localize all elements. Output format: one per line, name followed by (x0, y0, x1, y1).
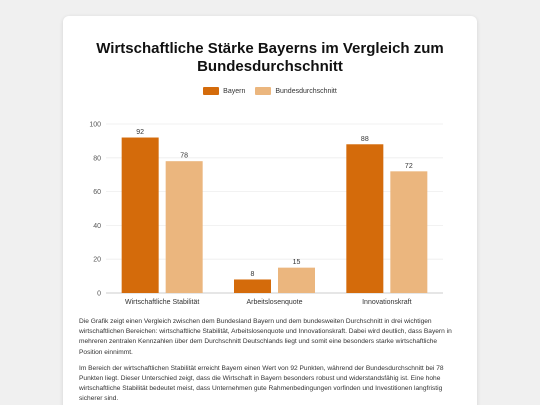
x-axis: Wirtschaftliche Stabilität Arbeitslosenqu… (125, 299, 412, 306)
legend-swatch-bundesdurchschnitt (255, 87, 272, 95)
bars: 92 78 8 15 88 72 (121, 129, 428, 293)
legend-item-bundesdurchschnitt[interactable]: Bundesdurchschnitt (255, 87, 337, 95)
chart-card: Wirtschaftliche Stärke Bayerns im Vergle… (63, 16, 477, 405)
y-tick-label: 80 (93, 155, 101, 162)
y-tick-label: 40 (93, 223, 101, 230)
description-paragraph-2: Im Bereich der wirtschaftlichen Stabilit… (79, 364, 444, 403)
bar-bayern (346, 144, 384, 293)
grid-lines (106, 123, 443, 294)
bar-bayern (234, 279, 271, 293)
legend-label-bundesdurchschnitt: Bundesdurchschnitt (275, 87, 337, 95)
x-tick-label: Innovationskraft (362, 299, 411, 306)
description-text: Die Grafik zeigt einen Vergleich zwische… (79, 317, 461, 405)
data-label: 8 (251, 271, 255, 278)
bar-bayern (121, 137, 159, 293)
y-axis: 0 20 40 60 80 100 (89, 122, 101, 298)
data-label: 15 (293, 259, 301, 266)
x-tick-label: Wirtschaftliche Stabilität (125, 299, 199, 306)
y-tick-label: 0 (97, 291, 101, 298)
bar-bundesdurchschnitt (278, 267, 315, 293)
description-paragraph-1: Die Grafik zeigt einen Vergleich zwische… (79, 318, 452, 356)
y-tick-label: 100 (89, 122, 101, 129)
legend-label-bayern: Bayern (223, 87, 246, 95)
y-tick-label: 20 (93, 257, 101, 264)
data-label: 72 (405, 163, 413, 170)
chart-title: Wirtschaftliche Stärke Bayerns im Vergle… (96, 40, 444, 75)
legend-swatch-bayern (203, 87, 220, 95)
chart-legend: Bayern Bundesdurchschnitt (63, 87, 477, 95)
x-tick-label: Arbeitslosenquote (246, 299, 302, 306)
data-label: 88 (361, 136, 369, 143)
bar-chart: 0 20 40 60 80 100 92 78 8 15 88 72 Wirtschaftliche… (89, 122, 443, 306)
y-tick-label: 60 (93, 189, 101, 196)
data-label: 78 (180, 153, 188, 160)
bar-bundesdurchschnitt (165, 161, 203, 293)
bar-bundesdurchschnitt (390, 171, 428, 293)
data-label: 92 (136, 129, 144, 136)
legend-item-bayern[interactable]: Bayern (203, 87, 245, 95)
